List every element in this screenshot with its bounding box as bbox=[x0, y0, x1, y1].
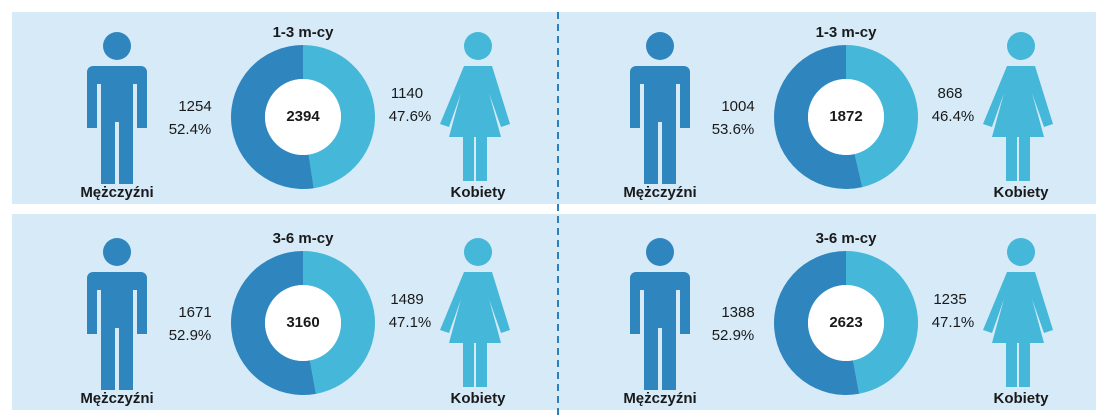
category-label: Kobiety bbox=[450, 184, 506, 201]
category-label: Mężczyźni bbox=[80, 390, 153, 407]
value-label: 1004 bbox=[721, 98, 754, 115]
category-label: Kobiety bbox=[993, 184, 1049, 201]
woman-body bbox=[440, 272, 510, 387]
woman-head bbox=[464, 238, 492, 266]
man-body bbox=[630, 66, 690, 184]
chart-title: 1-3 m-cy bbox=[273, 24, 335, 41]
percent-label: 47.1% bbox=[932, 314, 975, 331]
center bbox=[808, 79, 884, 155]
value-label: 1140 bbox=[391, 85, 423, 102]
value-label: 1235 bbox=[933, 291, 966, 308]
category-label: Kobiety bbox=[993, 390, 1049, 407]
category-label: Mężczyźni bbox=[623, 184, 696, 201]
percent-label: 53.6% bbox=[712, 121, 755, 138]
center bbox=[265, 79, 341, 155]
segment bbox=[774, 45, 863, 190]
man-body bbox=[87, 272, 147, 390]
woman-body bbox=[440, 66, 510, 181]
value-label: 1254 bbox=[178, 98, 211, 115]
chart-title: 3-6 m-cy bbox=[816, 230, 878, 247]
woman-body bbox=[983, 272, 1053, 387]
man-body bbox=[630, 272, 690, 390]
percent-label: 52.9% bbox=[169, 327, 212, 344]
category-label: Mężczyźni bbox=[623, 390, 696, 407]
man-head bbox=[103, 238, 131, 266]
woman-head bbox=[464, 32, 492, 60]
center bbox=[265, 285, 341, 361]
chart-title: 1-3 m-cy bbox=[816, 24, 878, 41]
total: 3160 bbox=[286, 314, 319, 331]
center bbox=[808, 285, 884, 361]
segment bbox=[846, 45, 919, 188]
category-label: Mężczyźni bbox=[80, 184, 153, 201]
segment bbox=[230, 251, 316, 395]
value-label: 1671 bbox=[178, 304, 211, 321]
man-head bbox=[103, 32, 131, 60]
value-label: 868 bbox=[937, 85, 962, 102]
total: 2623 bbox=[829, 314, 862, 331]
percent-label: 52.9% bbox=[712, 327, 755, 344]
segment bbox=[846, 251, 918, 394]
total: 2394 bbox=[286, 108, 320, 125]
value-label: 1489 bbox=[390, 291, 423, 308]
man-head bbox=[646, 238, 674, 266]
woman-head bbox=[1007, 238, 1035, 266]
woman-body bbox=[983, 66, 1053, 181]
man-body bbox=[87, 66, 147, 184]
percent-label: 47.1% bbox=[389, 314, 432, 331]
value-label: 1388 bbox=[721, 304, 754, 321]
woman-head bbox=[1007, 32, 1035, 60]
panel-bottom bbox=[12, 214, 1096, 410]
percent-label: 46.4% bbox=[932, 108, 975, 125]
segment bbox=[773, 251, 860, 395]
percent-label: 47.6% bbox=[389, 108, 432, 125]
man-head bbox=[646, 32, 674, 60]
total: 1872 bbox=[829, 108, 862, 125]
segment bbox=[230, 45, 314, 190]
segment bbox=[303, 45, 375, 189]
percent-label: 52.4% bbox=[169, 121, 212, 138]
segment bbox=[303, 251, 375, 394]
category-label: Kobiety bbox=[450, 390, 506, 407]
chart-title: 3-6 m-cy bbox=[273, 230, 335, 247]
